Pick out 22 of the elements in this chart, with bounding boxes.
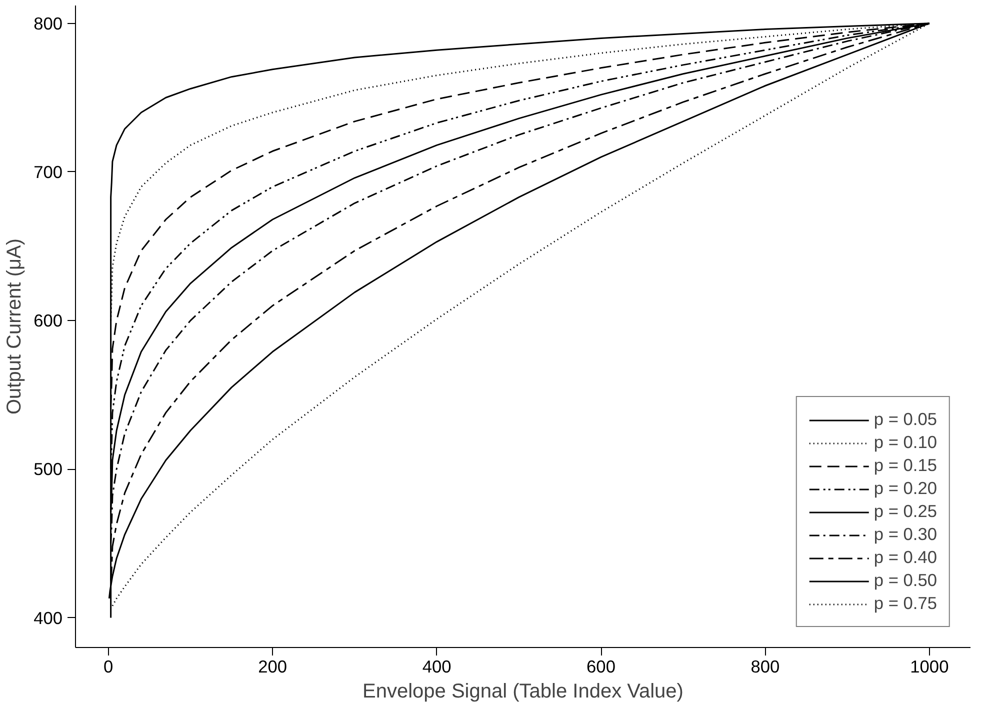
y-tick-label: 500 — [34, 459, 63, 480]
x-tick-label: 200 — [258, 656, 288, 676]
legend-label: p = 0.75 — [874, 593, 937, 614]
x-tick-label: 0 — [104, 656, 114, 676]
y-axis-title: Output Current (μA) — [4, 238, 26, 415]
x-tick-label: 600 — [586, 656, 616, 676]
x-tick-label: 1000 — [910, 656, 949, 676]
y-tick-label: 800 — [34, 13, 63, 34]
legend-label: p = 0.20 — [874, 478, 937, 499]
legend-label: p = 0.40 — [874, 547, 937, 568]
x-axis-title: Envelope Signal (Table Index Value) — [362, 680, 684, 702]
x-tick-label: 400 — [422, 656, 452, 676]
legend-label: p = 0.30 — [874, 524, 937, 545]
x-tick-label: 800 — [750, 656, 780, 676]
legend-label: p = 0.25 — [874, 501, 937, 522]
legend-label: p = 0.10 — [874, 432, 937, 453]
y-tick-label: 700 — [34, 162, 63, 182]
legend-label: p = 0.15 — [874, 455, 937, 476]
y-tick-label: 400 — [34, 608, 63, 628]
legend-label: p = 0.50 — [874, 570, 937, 591]
legend-label: p = 0.05 — [874, 409, 937, 430]
y-tick-label: 600 — [34, 310, 63, 331]
